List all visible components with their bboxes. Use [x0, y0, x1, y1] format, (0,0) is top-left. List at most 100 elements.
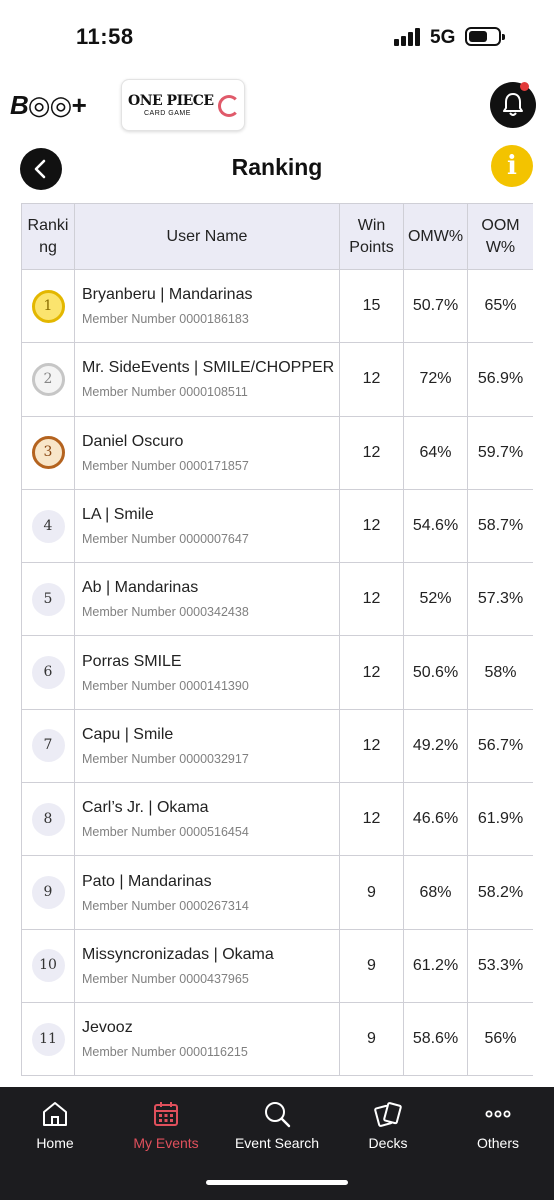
oomw-cell: 57.3% — [467, 562, 533, 637]
header-ranking: Ranking — [21, 203, 75, 270]
omw-cell: 64% — [403, 415, 468, 490]
user-cell: Ab | Mandarinas Member Number 0000342438 — [74, 562, 340, 637]
member-number: Member Number 0000516454 — [82, 825, 249, 840]
rank-cell: 2 — [21, 342, 75, 417]
member-number: Member Number 0000116215 — [82, 1045, 248, 1060]
win-points-cell: 12 — [339, 635, 404, 710]
rank-cell: 11 — [21, 1001, 75, 1077]
rank-badge: 9 — [31, 876, 65, 910]
nav-home-label: Home — [36, 1135, 74, 1151]
back-button[interactable] — [20, 148, 62, 190]
rank-badge: 3 — [31, 436, 65, 470]
omw-cell: 72% — [403, 342, 468, 417]
home-icon — [43, 1102, 67, 1126]
user-cell: Daniel Oscuro Member Number 0000171857 — [74, 415, 340, 490]
header-omw: OMW% — [403, 203, 468, 270]
user-cell: LA | Smile Member Number 0000007647 — [74, 488, 340, 564]
page-title: Ranking — [231, 154, 323, 180]
rank-badge: 11 — [31, 1022, 65, 1056]
rank-badge: 8 — [31, 802, 65, 836]
more-icon — [485, 1110, 511, 1118]
omw-cell: 54.6% — [403, 488, 468, 564]
user-name: Porras SMILE — [82, 652, 182, 670]
rank-cell: 7 — [21, 708, 75, 784]
info-button[interactable]: i — [491, 145, 533, 187]
win-points-cell: 9 — [339, 855, 404, 930]
member-number: Member Number 0000186183 — [82, 312, 249, 327]
table-row[interactable]: 3 Daniel Oscuro Member Number 0000171857 12… — [21, 415, 533, 490]
user-name: Jevooz — [82, 1019, 133, 1037]
omw-cell: 46.6% — [403, 782, 468, 857]
title-row: Ranking i — [0, 140, 554, 196]
table-row[interactable]: 11 Jevooz Member Number 0000116215 9 58.6% 56… — [21, 1001, 533, 1077]
user-name: LA | Smile — [82, 506, 154, 524]
win-points-cell: 9 — [339, 1001, 404, 1077]
nav-decks[interactable]: Decks — [333, 1099, 443, 1151]
rank-cell: 1 — [21, 268, 75, 344]
chevron-left-icon — [34, 159, 46, 179]
battery-icon — [465, 27, 505, 46]
header-oomw: OOMW% — [467, 203, 533, 270]
oomw-cell: 59.7% — [467, 415, 533, 490]
user-cell: Mr. SideEvents | SMILE/CHOPPER Member Num… — [74, 342, 340, 417]
nav-my-events-label: My Events — [133, 1135, 199, 1151]
bcg-logo[interactable]: B◎◎+ — [10, 90, 86, 120]
table-row[interactable]: 10 Missyncronizadas | Okama Member Number … — [21, 928, 533, 1003]
user-cell: Bryanberu | Mandarinas Member Number 0000… — [74, 268, 340, 344]
nav-event-search[interactable]: Event Search — [222, 1099, 332, 1151]
header-user-name: User Name — [74, 203, 340, 270]
omw-cell: 52% — [403, 562, 468, 637]
member-number: Member Number 0000171857 — [82, 458, 249, 473]
member-number: Member Number 0000267314 — [82, 898, 249, 913]
user-cell: Carl’s Jr. | Okama Member Number 00005164… — [74, 782, 340, 857]
cards-icon — [374, 1102, 402, 1127]
ranking-table[interactable]: Ranking User Name Win Points OMW% OOMW% … — [21, 203, 533, 1088]
nav-my-events[interactable]: My Events — [111, 1099, 221, 1151]
table-row[interactable]: 6 Porras SMILE Member Number 0000141390 12 5… — [21, 635, 533, 710]
table-row[interactable]: 8 Carl’s Jr. | Okama Member Number 0000516… — [21, 782, 533, 857]
user-name: Capu | Smile — [82, 725, 174, 743]
omw-cell: 49.2% — [403, 708, 468, 784]
win-points-cell: 12 — [339, 342, 404, 417]
network-label: 5G — [430, 27, 456, 48]
table-row[interactable]: 7 Capu | Smile Member Number 0000032917 12 4… — [21, 708, 533, 784]
rank-badge: 7 — [31, 729, 65, 763]
win-points-cell: 15 — [339, 268, 404, 344]
one-piece-logo[interactable]: ONE PIECE CARD GAME — [121, 79, 245, 131]
oomw-cell: 56.7% — [467, 708, 533, 784]
oomw-cell: 61.9% — [467, 782, 533, 857]
win-points-cell: 12 — [339, 488, 404, 564]
nav-others[interactable]: Others — [443, 1099, 553, 1151]
oomw-cell: 56.9% — [467, 342, 533, 417]
table-row[interactable]: 2 Mr. SideEvents | SMILE/CHOPPER Member Nu… — [21, 342, 533, 417]
user-name: Carl’s Jr. | Okama — [82, 799, 209, 817]
rank-badge: 4 — [31, 509, 65, 543]
user-name: Missyncronizadas | Okama — [82, 945, 274, 963]
member-number: Member Number 0000108511 — [82, 385, 248, 400]
header-win-points: Win Points — [339, 203, 404, 270]
rank-cell: 8 — [21, 782, 75, 857]
member-number: Member Number 0000032917 — [82, 751, 249, 766]
oomw-cell: 53.3% — [467, 928, 533, 1003]
rank-badge: 10 — [31, 949, 65, 983]
user-name: Ab | Mandarinas — [82, 579, 199, 597]
bell-icon — [503, 93, 523, 116]
oomw-cell: 65% — [467, 268, 533, 344]
rank-cell: 3 — [21, 415, 75, 490]
table-row[interactable]: 1 Bryanberu | Mandarinas Member Number 000… — [21, 268, 533, 344]
rank-cell: 4 — [21, 488, 75, 564]
table-row[interactable]: 4 LA | Smile Member Number 0000007647 12 54.… — [21, 488, 533, 564]
win-points-cell: 12 — [339, 708, 404, 784]
member-number: Member Number 0000342438 — [82, 605, 249, 620]
win-points-cell: 12 — [339, 562, 404, 637]
user-name: Pato | Mandarinas — [82, 872, 212, 890]
table-row[interactable]: 9 Pato | Mandarinas Member Number 00002673… — [21, 855, 533, 930]
nav-home[interactable]: Home — [0, 1099, 110, 1151]
user-cell: Capu | Smile Member Number 0000032917 — [74, 708, 340, 784]
notification-button[interactable] — [490, 82, 536, 128]
table-row[interactable]: 5 Ab | Mandarinas Member Number 0000342438… — [21, 562, 533, 637]
user-name: Daniel Oscuro — [82, 432, 184, 450]
notification-dot — [520, 82, 529, 91]
omw-cell: 50.6% — [403, 635, 468, 710]
member-number: Member Number 0000141390 — [82, 678, 249, 693]
